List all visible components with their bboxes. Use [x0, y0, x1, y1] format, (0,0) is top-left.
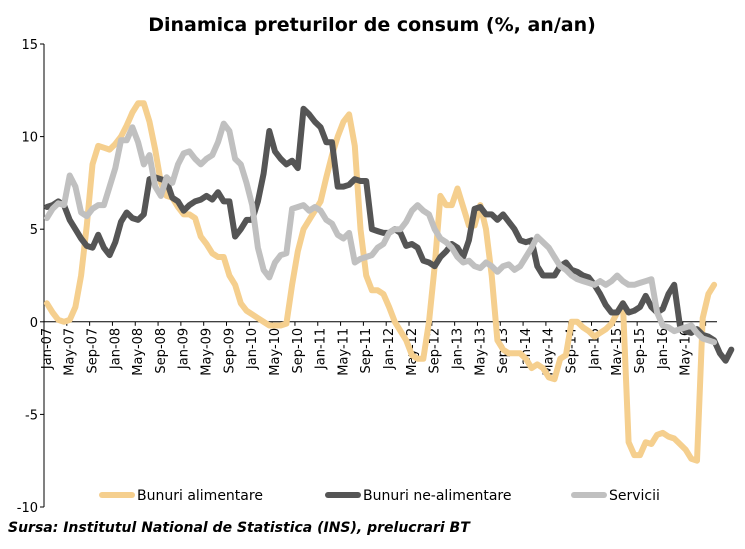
y-tick-label: -10 — [17, 501, 38, 516]
y-tick-label: 5 — [30, 223, 38, 238]
legend-label: Bunuri ne-alimentare — [363, 488, 511, 504]
x-tick-label: May-13 — [473, 328, 488, 376]
x-tick-label: Sep-12 — [428, 328, 443, 374]
x-tick-label: Jan-12 — [382, 328, 397, 370]
source-note: Sursa: Institutul National de Statistica… — [8, 520, 470, 536]
y-tick-label: 15 — [21, 38, 38, 53]
y-tick-label: 0 — [30, 316, 38, 331]
series-line-3 — [43, 120, 718, 346]
y-tick-label: 10 — [21, 131, 38, 146]
x-tick-label: May-08 — [131, 328, 146, 376]
y-tick-label: -5 — [25, 408, 38, 423]
x-tick-label: May-09 — [200, 328, 215, 376]
x-tick-label: May-16 — [679, 328, 694, 376]
x-tick-label: Sep-09 — [222, 328, 237, 374]
x-tick-label: May-11 — [336, 328, 351, 376]
x-tick-label: May-10 — [268, 328, 283, 376]
series-line-1 — [43, 100, 718, 464]
chart-title: Dinamica preturilor de consum (%, an/an) — [148, 14, 596, 36]
x-tick-label: Jan-10 — [245, 328, 260, 370]
x-tick-label: Jan-13 — [450, 328, 465, 370]
x-tick-label: May-07 — [63, 328, 78, 376]
x-tick-label: Sep-08 — [154, 328, 169, 374]
legend-label: Servicii — [609, 488, 660, 504]
x-tick-label: Jan-09 — [177, 328, 192, 370]
x-tick-label: Jan-08 — [108, 328, 123, 370]
x-tick-label: Jan-16 — [656, 328, 671, 370]
legend-label: Bunuri alimentare — [137, 488, 263, 504]
x-tick-label: May-14 — [542, 328, 557, 376]
x-tick-label: Jan-07 — [40, 328, 55, 370]
legend: Bunuri alimentare Bunuri ne-alimentare Ser… — [99, 488, 660, 504]
x-tick-label: Sep-07 — [85, 328, 100, 374]
x-tick-label: Jan-11 — [314, 328, 329, 370]
x-tick-label: Jan-15 — [587, 328, 602, 370]
x-tick-label: Sep-11 — [359, 328, 374, 374]
plot-area: -10 -5 0 5 10 15 Jan-07 May-07 Sep-07 Jan-08 May-0… — [17, 38, 735, 516]
x-tick-label: Sep-10 — [291, 328, 306, 374]
x-tick-label: Sep-15 — [633, 328, 648, 374]
